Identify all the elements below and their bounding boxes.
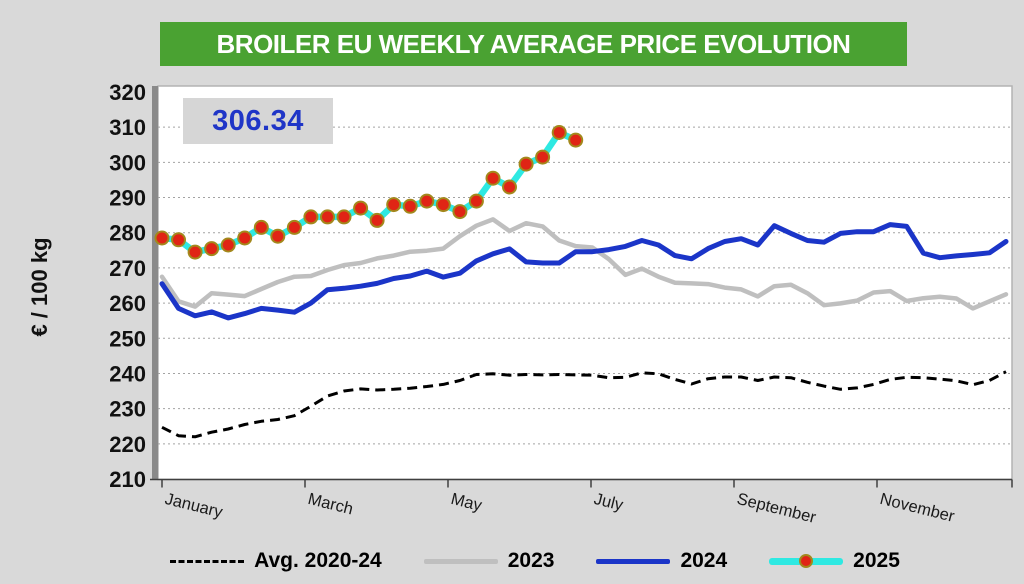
series-2025-marker: [535, 149, 551, 165]
chart-title: BROILER EU WEEKLY AVERAGE PRICE EVOLUTIO…: [216, 28, 851, 59]
y-tick-label: 300: [109, 150, 146, 175]
series-2025-marker: [452, 204, 468, 220]
plot-area: [157, 85, 1013, 481]
legend-label: 2023: [507, 549, 555, 572]
series-2025-marker: [303, 209, 319, 225]
chart-title-bar: BROILER EU WEEKLY AVERAGE PRICE EVOLUTIO…: [160, 22, 907, 66]
series-2025-marker: [320, 209, 335, 225]
series-2025-marker: [353, 200, 369, 216]
y-tick-label: 210: [109, 467, 146, 492]
series-avg-2020-24-line: [161, 370, 1007, 439]
month-label: November: [878, 490, 957, 526]
y-tick-label: 230: [109, 397, 146, 422]
chart-legend: Avg. 2020-24 2023 2024 2025: [0, 540, 1024, 582]
series-2025-marker: [154, 230, 170, 246]
legend-marker-dot: [799, 554, 814, 568]
month-label: May: [449, 490, 484, 515]
series-2025-marker: [502, 179, 517, 195]
series-2025-marker: [518, 156, 534, 172]
series-2025-marker: [568, 132, 584, 148]
series-2025-marker: [551, 125, 567, 140]
y-tick-label: 310: [109, 115, 146, 140]
legend-label: 2025: [853, 549, 900, 572]
y-tick-label: 270: [109, 256, 146, 281]
series-2025-marker: [171, 232, 186, 248]
legend-line-sample: [170, 559, 245, 563]
series-2023-line: [159, 217, 1009, 311]
legend-item-2023: 2023: [423, 549, 555, 573]
month-label: January: [163, 490, 225, 522]
series-2025-marker: [485, 170, 501, 186]
series-2025-marker: [286, 219, 302, 235]
month-label: July: [592, 490, 626, 515]
y-tick-label: 320: [109, 80, 146, 105]
legend-label: Avg. 2020-24: [254, 549, 382, 572]
legend-label: 2024: [680, 549, 728, 572]
latest-price-value: 306.34: [212, 104, 304, 137]
legend-item-avg-2020-24: Avg. 2020-24: [170, 549, 382, 573]
series-2025-marker: [435, 197, 451, 213]
series-2025-marker: [468, 193, 484, 209]
series-2025-marker: [253, 219, 269, 235]
y-tick-label: 250: [109, 326, 146, 351]
y-axis-unit-label: € / 100 kg: [27, 237, 52, 337]
series-2025-marker: [220, 237, 236, 253]
y-tick-label: 280: [109, 221, 146, 246]
legend-item-2024: 2024: [596, 549, 727, 573]
series-2025-marker: [336, 209, 352, 225]
y-axis-line: [152, 86, 158, 480]
series-2025-marker: [270, 228, 286, 244]
legend-line-sample: [596, 558, 671, 564]
legend-line-sample: [423, 558, 498, 564]
series-2025-marker: [386, 197, 402, 213]
y-tick-label: 220: [109, 432, 146, 457]
legend-item-2025: 2025: [769, 549, 900, 573]
series-2025-marker: [369, 212, 385, 228]
series-2024-line: [159, 222, 1009, 321]
series-2025-marker: [187, 244, 203, 260]
series-2025-marker: [402, 198, 418, 214]
series-2025-marker: [237, 230, 253, 246]
y-tick-label: 290: [109, 186, 146, 211]
latest-price-callout: 306.34: [183, 98, 333, 144]
series-2025-marker: [419, 193, 435, 209]
y-tick-label: 240: [109, 361, 146, 386]
series-2025-marker: [204, 241, 220, 257]
y-tick-label: 260: [109, 291, 146, 316]
legend-line-sample: [769, 554, 844, 568]
month-label: March: [306, 490, 355, 519]
month-label: September: [735, 490, 818, 527]
